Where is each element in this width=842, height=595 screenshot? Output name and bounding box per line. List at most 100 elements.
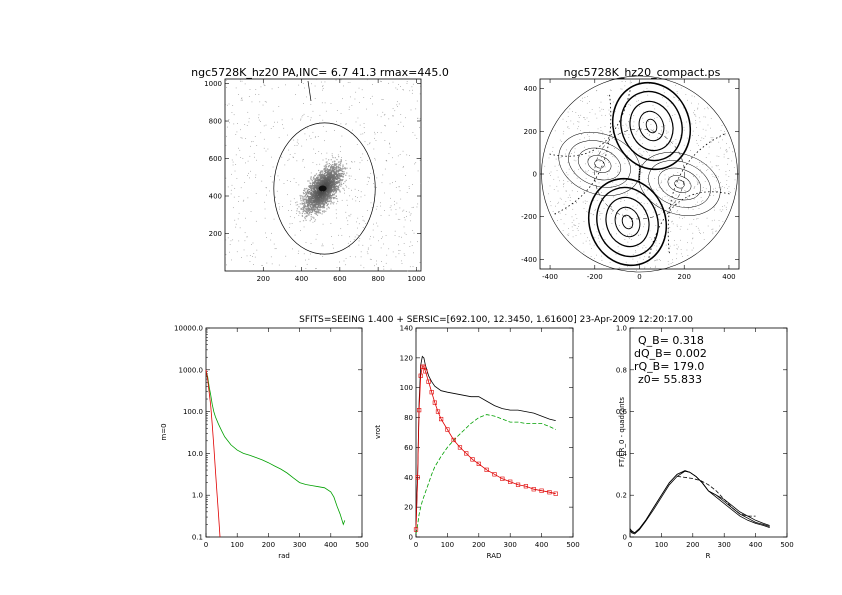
noise-dot [692,238,693,240]
galaxy-pixel [322,199,324,202]
noise-dot [578,223,580,225]
galaxy-pixel [306,187,308,190]
noise-dot [632,125,634,127]
galaxy-pixel [309,193,311,195]
noise-dot [662,204,663,205]
noise-dot [583,221,585,222]
noise-dot [235,134,237,135]
noise-dot [362,227,364,228]
galaxy-pixel [343,168,345,170]
noise-dot [627,192,629,194]
galaxy-pixel [318,202,320,204]
galaxy-pixel [312,197,314,199]
noise-dot [563,130,565,132]
noise-dot [366,183,368,185]
noise-dot [611,213,612,215]
noise-dot [345,258,347,259]
galaxy-pixel [315,182,317,184]
noise-dot [723,187,725,189]
noise-dot [631,82,632,83]
panel-vrot-xlabel: RAD [487,552,502,560]
galaxy-pixel [324,170,327,173]
noise-dot [706,170,708,171]
noise-dot [695,120,697,121]
noise-dot [363,220,365,222]
galaxy-pixel [319,172,321,174]
noise-dot [355,200,357,202]
noise-dot [314,136,316,138]
noise-dot [646,88,648,90]
noise-dot [360,264,362,266]
vrot-ytick-label: 0 [409,534,413,542]
galaxy-pixel [302,211,304,213]
noise-dot [364,132,366,134]
galaxy-pixel [324,168,326,170]
noise-dot [684,190,686,191]
noise-dot [610,206,611,207]
galaxy-pixel [330,173,332,175]
noise-dot [631,183,633,184]
galaxy-pixel [315,206,318,208]
quadrants-ytick-label: 1.0 [616,325,627,333]
galaxy-pixel [319,212,321,214]
noise-dot [359,102,360,103]
noise-dot [643,122,644,124]
noise-dot [359,168,360,170]
galaxy-pixel [313,209,315,211]
noise-dot [394,110,396,112]
noise-dot [385,235,387,236]
galaxy-pixel [307,180,309,182]
galaxy-pixel [337,188,339,190]
galaxy-pixel [312,201,314,204]
galaxy-pixel [317,190,319,192]
galaxy-pixel [337,175,339,177]
galaxy-pixel [315,204,318,206]
noise-dot [567,162,569,164]
galaxy-pixel [317,200,319,202]
galaxy-pixel [317,199,319,202]
galaxy-pixel [303,202,306,204]
noise-dot [647,262,649,264]
noise-dot [693,194,695,195]
noise-dot [235,87,237,89]
noise-dot [331,153,333,155]
noise-dot [683,107,685,109]
noise-dot [621,81,623,82]
noise-dot [638,148,639,150]
noise-dot [687,208,689,210]
noise-dot [271,156,272,158]
noise-dot [251,141,253,143]
noise-dot [607,143,609,144]
noise-dot [324,140,325,142]
galaxy-pixel [314,205,317,207]
noise-dot [356,144,358,145]
galaxy-pixel [316,184,318,186]
noise-dot [359,201,360,202]
noise-dot [279,206,281,208]
noise-dot [298,250,300,252]
noise-dot [419,262,421,264]
noise-dot [340,228,342,230]
galaxy-pixel [334,172,336,175]
noise-dot [310,138,312,140]
galaxy-pixel [336,178,338,180]
galaxy-pixel [330,180,332,182]
galaxy-pixel [323,168,325,170]
noise-dot [576,218,578,219]
noise-dot [654,266,656,268]
galaxy-pixel [322,198,324,200]
noise-dot [348,106,350,108]
noise-dot [388,248,390,250]
galaxy-pixel [322,182,324,184]
noise-dot [357,217,359,219]
galaxy-pixel [310,192,312,194]
noise-dot [382,236,383,238]
noise-dot [625,206,626,208]
galaxy-pixel [338,173,340,175]
galaxy-pixel [339,184,341,186]
noise-dot [563,180,564,181]
galaxy-pixel [329,176,331,178]
galaxy-pixel [301,208,303,210]
noise-dot [414,163,416,165]
noise-dot [399,190,401,192]
